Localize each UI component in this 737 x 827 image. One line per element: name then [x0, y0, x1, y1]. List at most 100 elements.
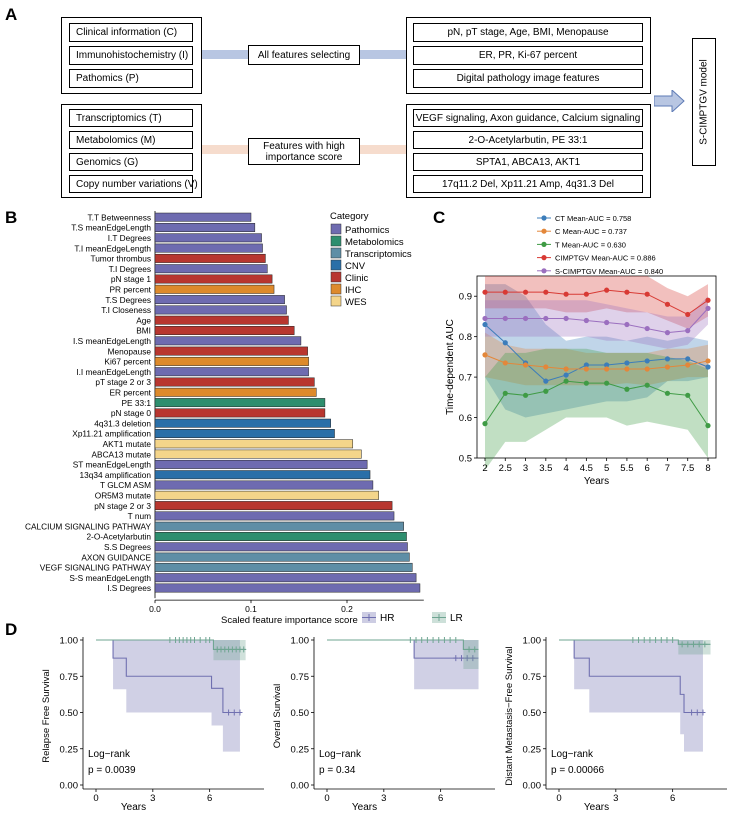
x-tick-label: 3 — [150, 793, 155, 804]
legend-label: CT Mean-AUC = 0.758 — [555, 214, 631, 223]
bar-19 — [154, 408, 326, 418]
legend-label: IHC — [345, 285, 362, 296]
bar-label: I.T Degrees — [108, 233, 151, 243]
series-1-point — [664, 364, 671, 370]
series-0-point — [563, 372, 569, 378]
output-ihc-features: ER, PR, Ki-67 percent — [413, 46, 643, 65]
high-importance-label: Features with high importance score — [248, 138, 360, 165]
x-axis-title: Years — [584, 476, 609, 487]
series-3-point — [685, 311, 691, 318]
series-4-point — [482, 315, 488, 322]
plot-frame — [476, 275, 717, 459]
series-1-point — [685, 362, 691, 368]
bar-10 — [154, 315, 289, 325]
ci-band-3 — [485, 276, 708, 329]
legend-label: WES — [345, 297, 367, 308]
y-tick-label: 0.9 — [459, 292, 472, 303]
series-1-point — [583, 366, 589, 372]
p-value: p = 0.0039 — [88, 765, 136, 776]
bar-label: VEGF SIGNALING PATHWAY — [40, 563, 152, 573]
legend-label: CIMPTGV Mean-AUC = 0.886 — [555, 254, 656, 263]
panel-letter-d: D — [5, 620, 18, 639]
y-tick-label: 0.25 — [291, 744, 310, 755]
y-tick-label: 0.25 — [60, 744, 79, 755]
legend-swatch-hr — [362, 612, 376, 623]
bar-9 — [154, 305, 287, 315]
x-tick-label: 3 — [613, 793, 618, 804]
series-3-point — [644, 291, 650, 297]
bar-label: T.T Betweenness — [88, 212, 152, 222]
legend-label: Clinic — [345, 273, 368, 284]
legend-swatch-transcriptomics — [330, 247, 342, 259]
survival-curve-lr — [96, 639, 246, 650]
input-genomics: Genomics (G) — [69, 153, 193, 171]
bar-6 — [154, 274, 273, 284]
bar-label: OR5M3 mutate — [95, 491, 152, 501]
y-axis-title: Time-dependent AUC — [445, 319, 456, 415]
bar-label: BMI — [136, 326, 151, 336]
series-4-point — [624, 321, 630, 328]
panel-letter-b: B — [5, 208, 18, 227]
bar-13 — [154, 346, 308, 356]
ci-band-lr — [96, 640, 246, 661]
bar-label: I.S meanEdgeLength — [73, 336, 151, 346]
bar-label: T.S meanEdgeLength — [71, 223, 151, 233]
ci-band-lr — [559, 640, 711, 655]
all-features-label: All features selecting — [248, 45, 360, 65]
legend-label: S-CIMPTGV Mean-AUC = 0.840 — [555, 267, 663, 276]
bar-label: I.I meanEdgeLength — [76, 367, 151, 377]
series-4-point — [685, 328, 691, 334]
series-1-point — [543, 364, 549, 370]
y-tick-label: 0.75 — [523, 672, 542, 683]
legend-label: LR — [450, 613, 463, 624]
bar-28 — [154, 501, 393, 511]
x-tick-label: 7.5 — [681, 463, 694, 474]
x-tick-label: 3 — [381, 793, 386, 804]
series-4-point — [543, 315, 549, 322]
test-label: Log−rank — [319, 749, 362, 760]
bar-label: pN stage 0 — [111, 408, 152, 418]
series-3-point — [664, 301, 671, 307]
series-4-point — [664, 330, 671, 336]
legend-dot-2 — [541, 241, 547, 247]
y-tick-label: 0.8 — [459, 332, 472, 343]
series-1-point — [563, 366, 569, 372]
panel-letter-a: A — [5, 5, 18, 24]
output-pathways: VEGF signaling, Axon guidance, Calcium s… — [413, 109, 643, 127]
bar-12 — [154, 336, 302, 346]
output-clinical-features: pN, pT stage, Age, BMI, Menopause — [413, 23, 643, 42]
x-axis-title: Scaled feature importance score — [221, 615, 358, 626]
series-1-point — [624, 366, 630, 372]
series-4-point — [604, 319, 610, 326]
legend-swatch-cnv — [330, 259, 342, 271]
legend-dot-0 — [541, 215, 547, 221]
x-tick-label: 6 — [645, 463, 650, 474]
bar-label: pN stage 1 — [111, 274, 152, 284]
bar-5 — [154, 264, 268, 274]
y-tick-label: 0.00 — [60, 781, 79, 792]
series-line-2 — [484, 380, 709, 426]
series-1-point — [604, 366, 610, 372]
series-4-point — [522, 315, 529, 322]
x-tick-label: 6 — [438, 793, 443, 804]
legend-dot-3 — [541, 255, 547, 261]
series-2-point — [705, 423, 711, 429]
x-tick-label: 0.0 — [149, 604, 161, 614]
series-2-point — [482, 421, 488, 427]
bar-3 — [154, 243, 263, 253]
legend-label: Transcriptomics — [345, 249, 412, 260]
series-0-point — [604, 362, 610, 368]
x-tick-label: 4 — [563, 463, 568, 474]
bar-label: T GLCM ASM — [100, 480, 151, 490]
x-tick-label: 0 — [324, 793, 329, 804]
y-tick-label: 0.75 — [291, 672, 310, 683]
bar-18 — [154, 398, 326, 408]
test-label: Log−rank — [88, 749, 131, 760]
bar-34 — [154, 562, 413, 572]
bar-21 — [154, 429, 335, 438]
legend-swatch-ihc — [330, 283, 342, 295]
bar-label: Ki67 percent — [104, 357, 151, 367]
bar-16 — [154, 377, 315, 387]
series-0-point — [522, 360, 529, 366]
legend-swatch-lr — [432, 612, 446, 623]
